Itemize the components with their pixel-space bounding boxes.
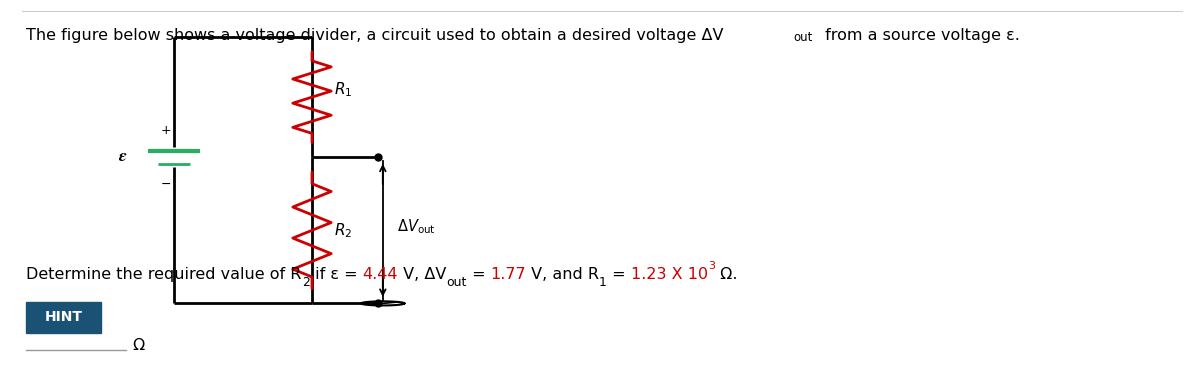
Text: Ω: Ω xyxy=(132,339,144,353)
Text: V, ΔV: V, ΔV xyxy=(398,268,446,282)
Text: +: + xyxy=(161,124,172,137)
Text: ε: ε xyxy=(118,149,126,165)
Text: Ω.: Ω. xyxy=(715,268,737,282)
Text: =: = xyxy=(467,268,491,282)
FancyBboxPatch shape xyxy=(26,302,101,333)
Text: $ΔV_{\mathrm{out}}$: $ΔV_{\mathrm{out}}$ xyxy=(397,217,436,236)
Text: The figure below shows a voltage divider, a circuit used to obtain a desired vol: The figure below shows a voltage divider… xyxy=(26,28,724,43)
Text: −: − xyxy=(161,178,172,191)
Text: 3: 3 xyxy=(708,261,715,271)
Text: V, and R: V, and R xyxy=(526,268,599,282)
Text: Determine the required value of R: Determine the required value of R xyxy=(26,268,301,282)
Text: 4.44: 4.44 xyxy=(362,268,398,282)
Text: 2: 2 xyxy=(301,276,310,289)
Text: 1.77: 1.77 xyxy=(491,268,526,282)
Text: if ε =: if ε = xyxy=(310,268,362,282)
Text: out: out xyxy=(794,31,814,44)
Text: 1.23 X 10: 1.23 X 10 xyxy=(631,268,708,282)
Text: $R_2$: $R_2$ xyxy=(334,221,352,240)
Text: out: out xyxy=(446,276,467,289)
Text: $R_1$: $R_1$ xyxy=(334,80,352,99)
Text: HINT: HINT xyxy=(44,310,83,324)
Text: from a source voltage ε.: from a source voltage ε. xyxy=(820,28,1020,43)
Text: 1: 1 xyxy=(599,276,607,289)
Text: =: = xyxy=(607,268,631,282)
